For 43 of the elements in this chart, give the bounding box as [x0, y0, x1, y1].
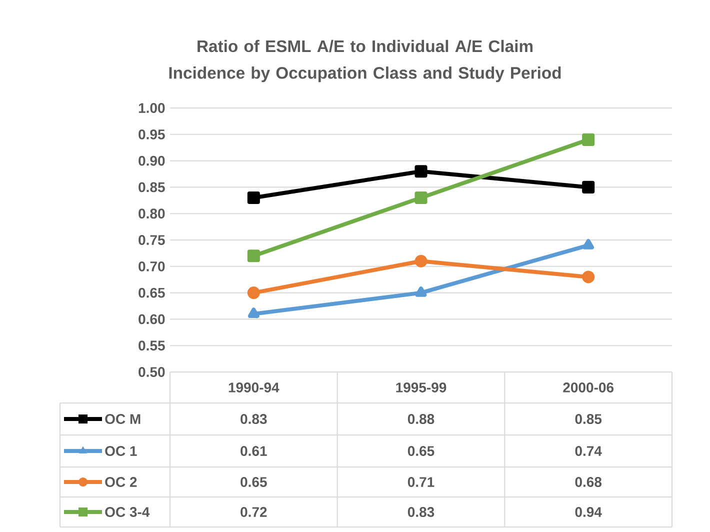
- point: [248, 308, 260, 318]
- chart-title: Ratio of ESML A/E to Individual A/E Claim Incidence by Occupation Class and Study Period: [169, 40, 561, 82]
- x-tick-label: 1990-94: [228, 382, 280, 392]
- data-label: 0.83: [408, 507, 434, 517]
- legend-label: OC M: [105, 414, 140, 424]
- y-tick-label: 0.90: [138, 156, 165, 166]
- point: [582, 133, 595, 146]
- point: [582, 180, 595, 194]
- point: [414, 191, 428, 204]
- point: [247, 286, 260, 300]
- y-tick-label: 0.95: [138, 129, 165, 140]
- y-tick-label: 0.70: [138, 261, 165, 272]
- data-label: 0.65: [240, 477, 267, 487]
- point: [582, 270, 595, 284]
- y-tick-label: 0.65: [138, 288, 165, 298]
- legend-label: OC 2: [105, 477, 137, 487]
- data-label: 0.74: [575, 446, 602, 456]
- data-label: 0.72: [240, 507, 267, 517]
- point: [247, 191, 260, 204]
- point: [247, 250, 260, 262]
- point: [414, 254, 428, 268]
- point: [415, 286, 427, 297]
- x-tick-label: 2000-06: [563, 382, 614, 392]
- y-tick-label: 0.75: [138, 235, 165, 245]
- y-tick-label: 0.80: [138, 208, 165, 219]
- point: [582, 239, 594, 250]
- data-label: 0.83: [240, 414, 267, 424]
- data-label: 0.85: [575, 414, 602, 424]
- y-tick-label: 1.00: [138, 103, 165, 113]
- data-label: 0.68: [575, 477, 602, 487]
- y-tick-label: 0.50: [138, 367, 165, 377]
- y-tick-label: 0.85: [138, 182, 165, 192]
- legend-label: OC 1: [105, 446, 137, 456]
- x-tick-label: 1995-99: [396, 382, 446, 392]
- point: [414, 165, 428, 178]
- data-label: 0.61: [240, 446, 267, 456]
- data-label: 0.88: [408, 414, 434, 424]
- data-label: 0.94: [575, 507, 602, 517]
- legend-label: OC 3-4: [105, 507, 150, 517]
- data-label: 0.65: [408, 446, 434, 456]
- y-tick-label: 0.60: [138, 314, 165, 324]
- data-label: 0.71: [408, 477, 434, 487]
- y-tick-label: 0.55: [138, 340, 165, 351]
